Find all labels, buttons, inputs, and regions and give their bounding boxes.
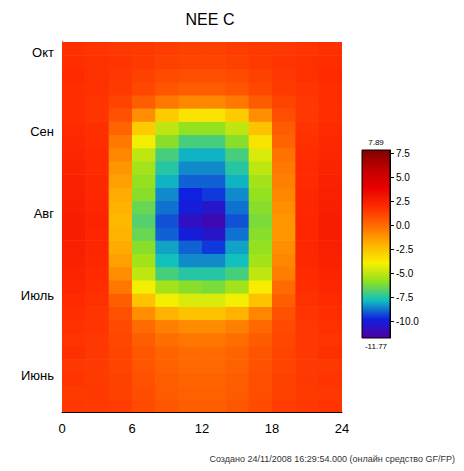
svg-text:12: 12 xyxy=(195,421,209,436)
svg-text:-5.0: -5.0 xyxy=(396,268,414,279)
svg-text:-10.0: -10.0 xyxy=(396,316,419,327)
svg-text:-7.5: -7.5 xyxy=(396,292,414,303)
svg-text:Июнь: Июнь xyxy=(21,368,54,383)
svg-text:5.0: 5.0 xyxy=(396,172,410,183)
svg-text:-11.77: -11.77 xyxy=(365,342,388,351)
svg-text:7.89: 7.89 xyxy=(368,138,384,147)
svg-text:Авг: Авг xyxy=(34,206,55,221)
svg-text:NEE C: NEE C xyxy=(186,11,235,28)
svg-text:24: 24 xyxy=(335,421,349,436)
svg-text:6: 6 xyxy=(128,421,135,436)
svg-text:7.5: 7.5 xyxy=(396,148,410,159)
svg-text:18: 18 xyxy=(265,421,279,436)
svg-text:Июль: Июль xyxy=(21,288,54,303)
svg-text:0: 0 xyxy=(58,421,65,436)
svg-text:Сен: Сен xyxy=(30,124,54,139)
svg-text:Создано 24/11/2008 16:29:54.00: Создано 24/11/2008 16:29:54.000 (онлайн … xyxy=(209,454,455,464)
svg-text:0.0: 0.0 xyxy=(396,220,410,231)
svg-text:-2.5: -2.5 xyxy=(396,244,414,255)
svg-text:2.5: 2.5 xyxy=(396,196,410,207)
svg-text:Окт: Окт xyxy=(32,45,54,60)
